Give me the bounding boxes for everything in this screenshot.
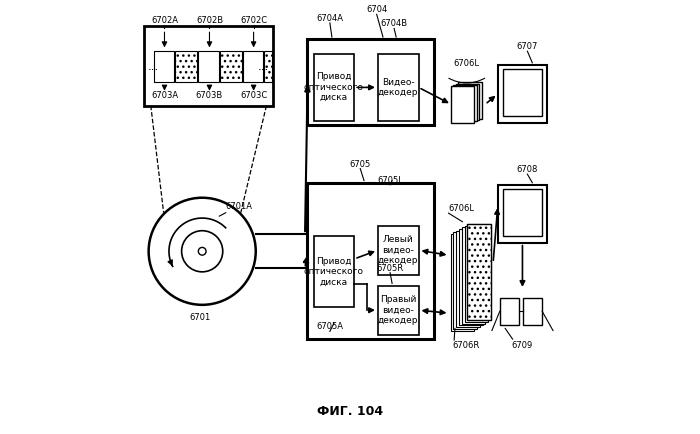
Bar: [198, 51, 219, 82]
Bar: [378, 54, 419, 121]
Text: 6703C: 6703C: [240, 91, 267, 100]
Text: 6704B: 6704B: [381, 20, 407, 29]
Text: 6701A: 6701A: [226, 201, 253, 210]
Bar: [468, 224, 491, 320]
Text: 6707: 6707: [517, 42, 538, 51]
Bar: [454, 85, 477, 122]
Text: 6704: 6704: [366, 5, 387, 14]
Text: 6701: 6701: [190, 312, 211, 322]
Text: ...: ...: [258, 60, 270, 73]
Bar: [462, 227, 485, 324]
Bar: [468, 224, 491, 320]
Bar: [220, 51, 242, 82]
Bar: [503, 189, 542, 236]
Text: 6704A: 6704A: [316, 14, 344, 23]
Bar: [378, 286, 419, 335]
Bar: [451, 234, 474, 331]
Bar: [307, 39, 433, 125]
Text: Привод
оптического
диска: Привод оптического диска: [304, 72, 364, 102]
Bar: [459, 229, 482, 326]
Bar: [458, 82, 482, 119]
Text: 6702C: 6702C: [240, 16, 267, 26]
Text: 6709: 6709: [512, 341, 533, 350]
Bar: [243, 51, 263, 82]
Bar: [314, 236, 354, 307]
Bar: [498, 185, 547, 243]
Text: 6706L: 6706L: [454, 59, 480, 68]
Bar: [498, 65, 547, 123]
Ellipse shape: [148, 198, 256, 305]
Bar: [456, 84, 480, 120]
Bar: [378, 226, 419, 275]
Text: Привод
оптического
диска: Привод оптического диска: [304, 257, 364, 286]
Bar: [465, 226, 488, 322]
Text: ...: ...: [148, 60, 159, 73]
Text: 6703A: 6703A: [151, 91, 178, 100]
Text: 6705: 6705: [349, 160, 371, 168]
Bar: [451, 86, 474, 123]
Text: 6702A: 6702A: [151, 16, 178, 26]
Bar: [154, 51, 174, 82]
Text: 6706R: 6706R: [453, 341, 480, 350]
Text: 6703B: 6703B: [196, 91, 223, 100]
Text: 6705R: 6705R: [377, 264, 404, 273]
Text: 6706L: 6706L: [449, 204, 475, 213]
Bar: [175, 51, 197, 82]
Bar: [503, 69, 542, 116]
Ellipse shape: [198, 247, 206, 255]
Text: Правый
видео-
декодер: Правый видео- декодер: [378, 295, 419, 325]
Text: 6705L: 6705L: [377, 176, 403, 185]
Bar: [454, 233, 477, 329]
Bar: [307, 183, 433, 339]
Bar: [265, 51, 272, 82]
Bar: [314, 54, 354, 121]
Text: 6708: 6708: [517, 165, 538, 174]
Text: Левый
видео-
декодер: Левый видео- декодер: [378, 235, 419, 265]
Text: ФИГ. 104: ФИГ. 104: [317, 405, 383, 418]
Bar: [144, 26, 273, 105]
Text: 6705A: 6705A: [316, 322, 344, 332]
Text: Видео-
декодер: Видео- декодер: [378, 78, 419, 97]
Bar: [456, 231, 480, 327]
Ellipse shape: [181, 231, 223, 272]
Bar: [500, 298, 519, 325]
Text: 6702B: 6702B: [196, 16, 223, 26]
Bar: [524, 298, 542, 325]
